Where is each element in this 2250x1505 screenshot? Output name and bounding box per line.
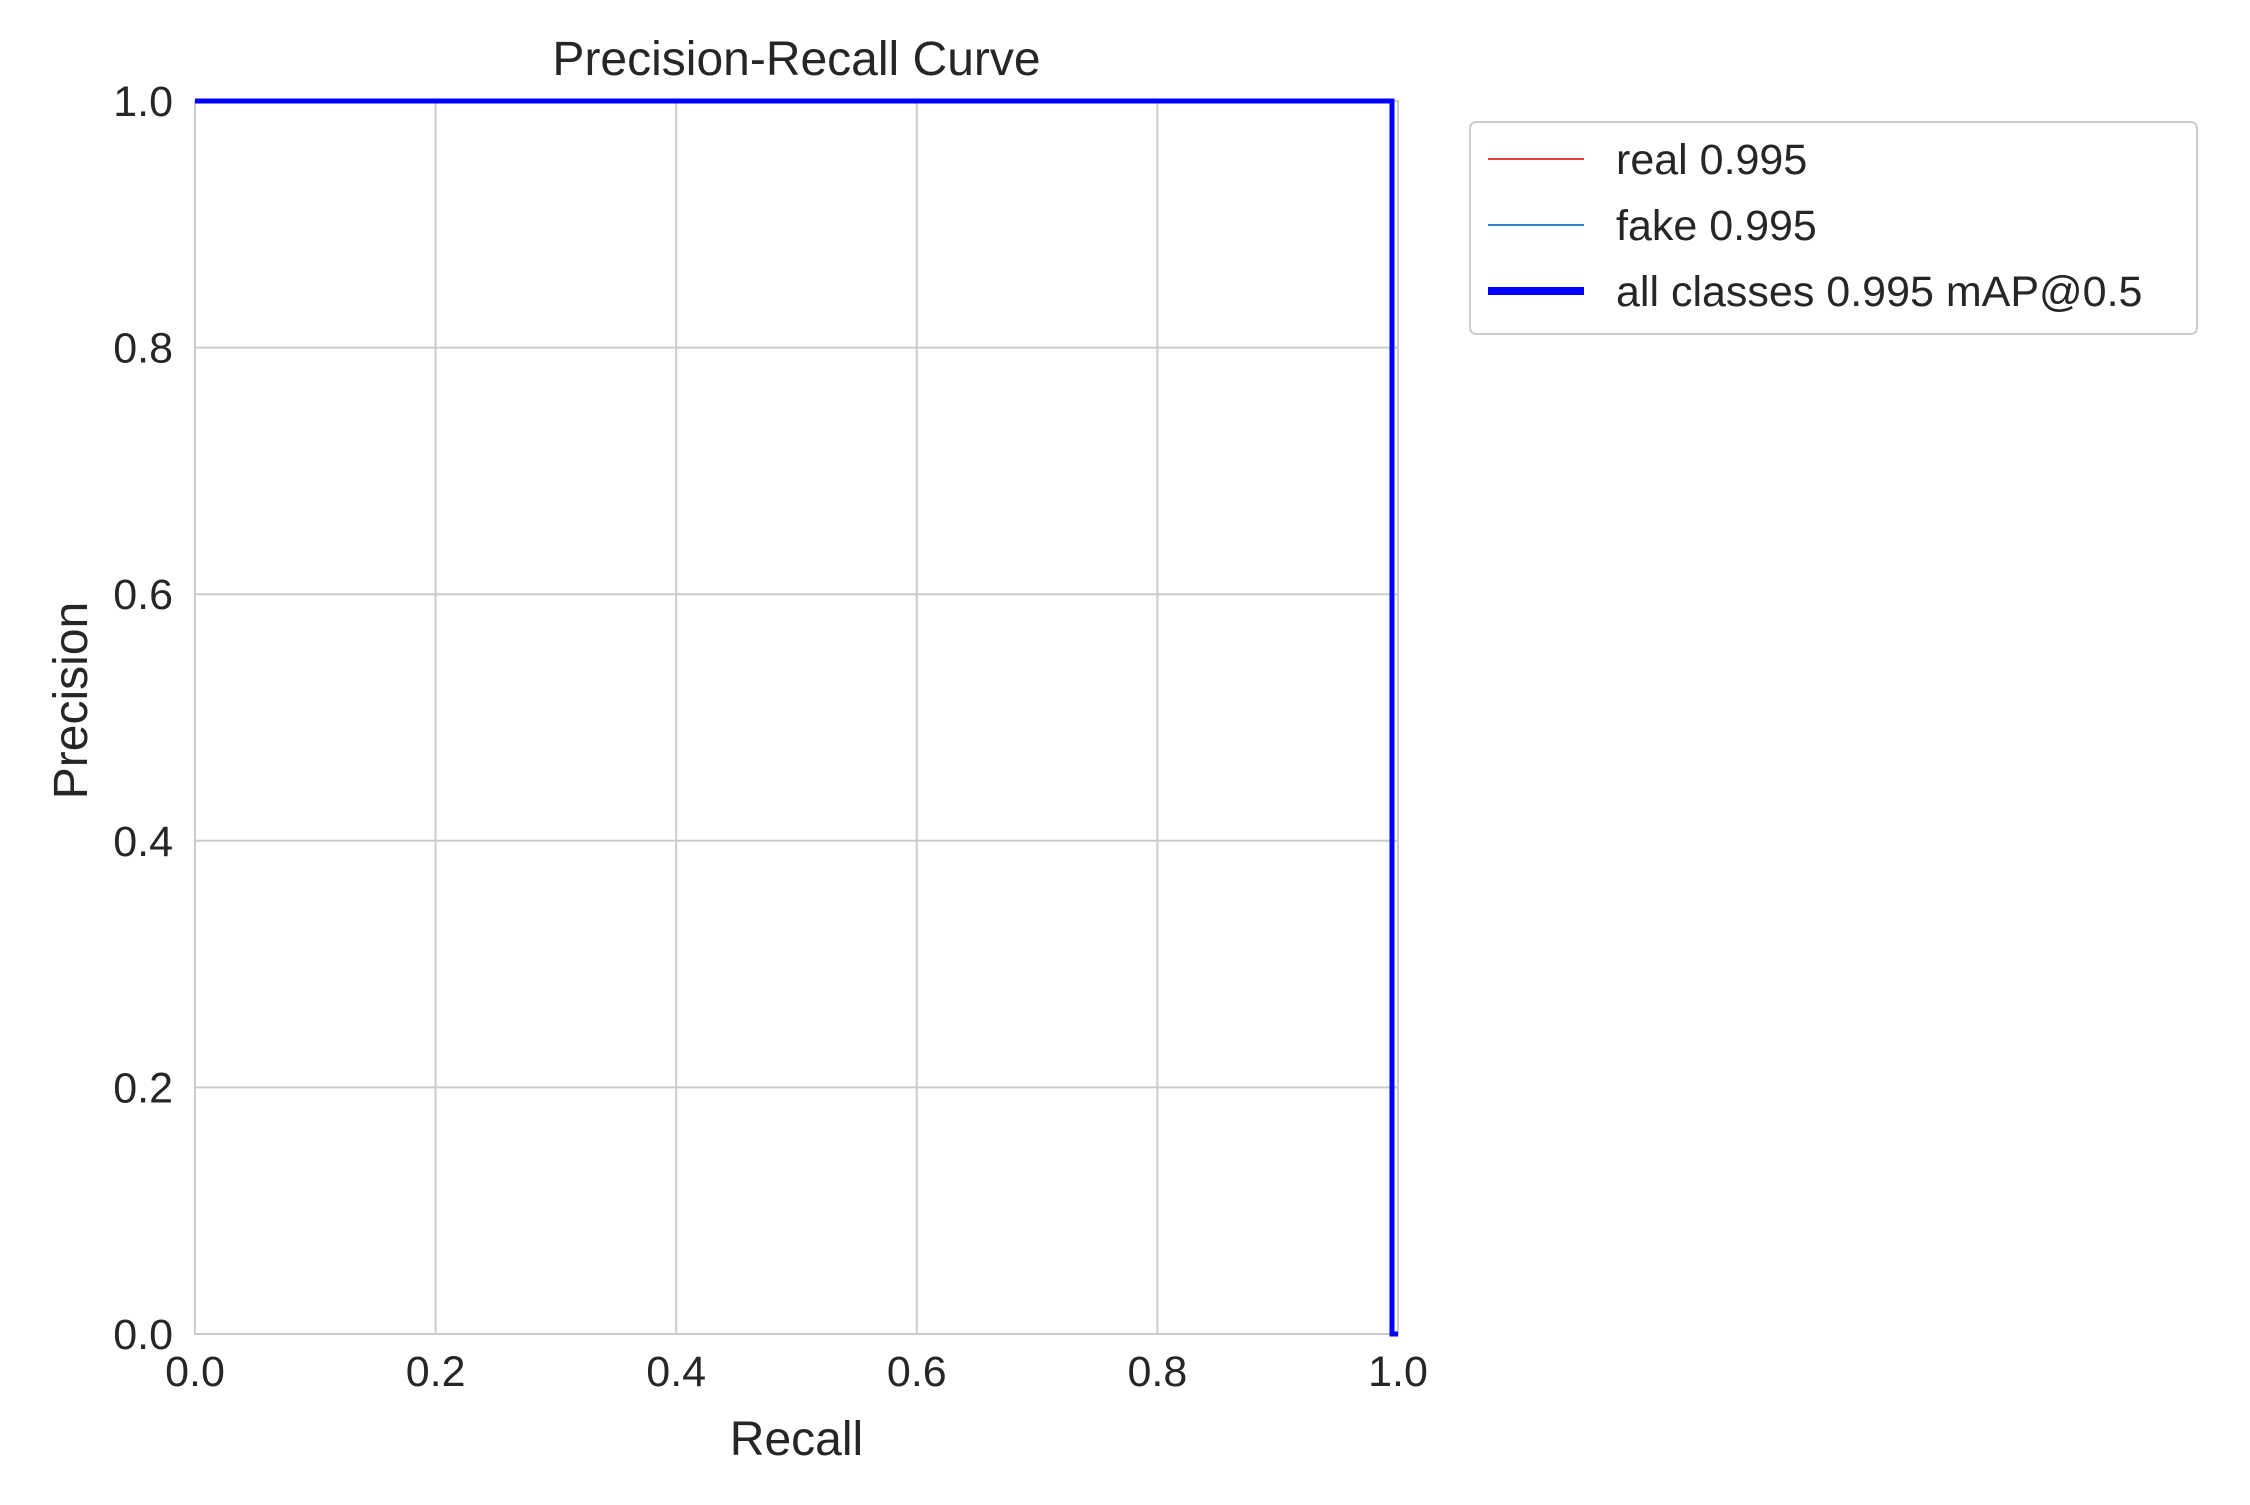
x-tick-label: 0.2 bbox=[406, 1348, 466, 1396]
y-tick-label: 1.0 bbox=[113, 78, 173, 126]
tick-labels: 0.0 0.2 0.4 0.6 0.8 1.0 0.0 0.2 0.4 0.6 0.8 1.0 bbox=[113, 78, 1428, 1396]
y-tick-label: 0.0 bbox=[113, 1311, 173, 1359]
legend: real 0.995 fake 0.995 all classes 0.995 mA… bbox=[1469, 121, 2198, 335]
legend-box bbox=[1469, 121, 2198, 335]
series-lines bbox=[195, 98, 1398, 1337]
legend-label-1: fake 0.995 bbox=[1616, 202, 1817, 250]
y-axis-label: Precision bbox=[45, 602, 98, 799]
legend-label-2: all classes 0.995 mAP@0.5 bbox=[1616, 268, 2142, 316]
x-axis-label: Recall bbox=[730, 1413, 863, 1466]
y-tick-label: 0.8 bbox=[113, 325, 173, 373]
x-tick-label: 0.6 bbox=[887, 1348, 947, 1396]
x-tick-label: 0.4 bbox=[646, 1348, 706, 1396]
y-tick-label: 0.4 bbox=[113, 818, 173, 866]
y-tick-label: 0.2 bbox=[113, 1064, 173, 1112]
x-tick-label: 0.0 bbox=[165, 1348, 225, 1396]
series-line-2 bbox=[195, 98, 1398, 1337]
x-tick-label: 1.0 bbox=[1368, 1348, 1428, 1396]
grid-lines bbox=[194, 100, 1399, 1335]
y-tick-label: 0.6 bbox=[113, 571, 173, 619]
x-tick-label: 0.8 bbox=[1128, 1348, 1188, 1396]
chart-title: Precision-Recall Curve bbox=[552, 33, 1040, 86]
legend-label-0: real 0.995 bbox=[1616, 136, 1807, 184]
